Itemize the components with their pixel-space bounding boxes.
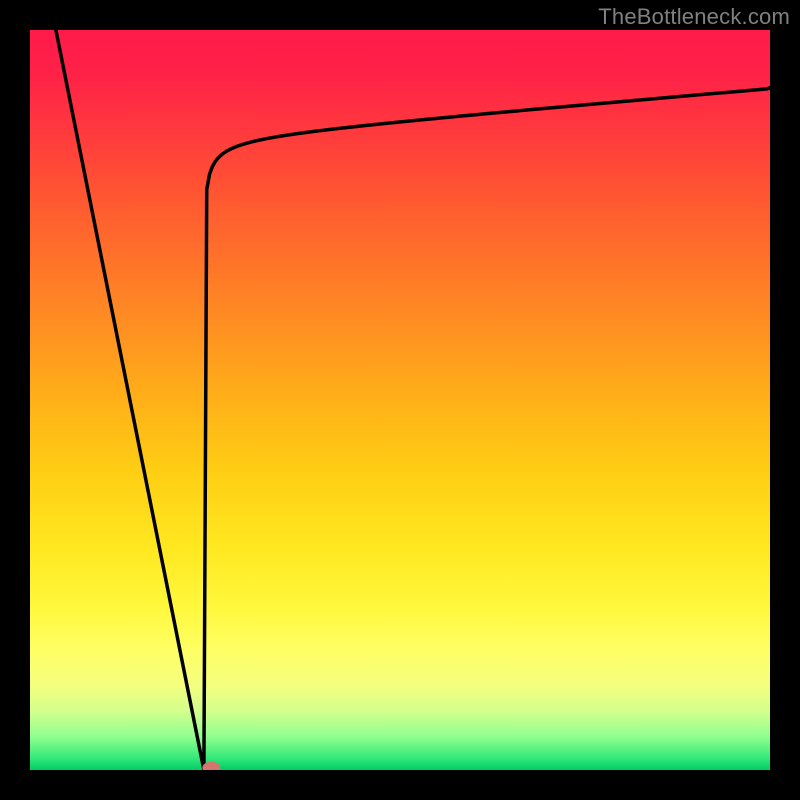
plot-background	[30, 30, 770, 770]
chart-frame: TheBottleneck.com	[0, 0, 800, 800]
plot-area	[30, 30, 770, 770]
watermark-text: TheBottleneck.com	[598, 4, 790, 30]
plot-svg	[30, 30, 770, 770]
